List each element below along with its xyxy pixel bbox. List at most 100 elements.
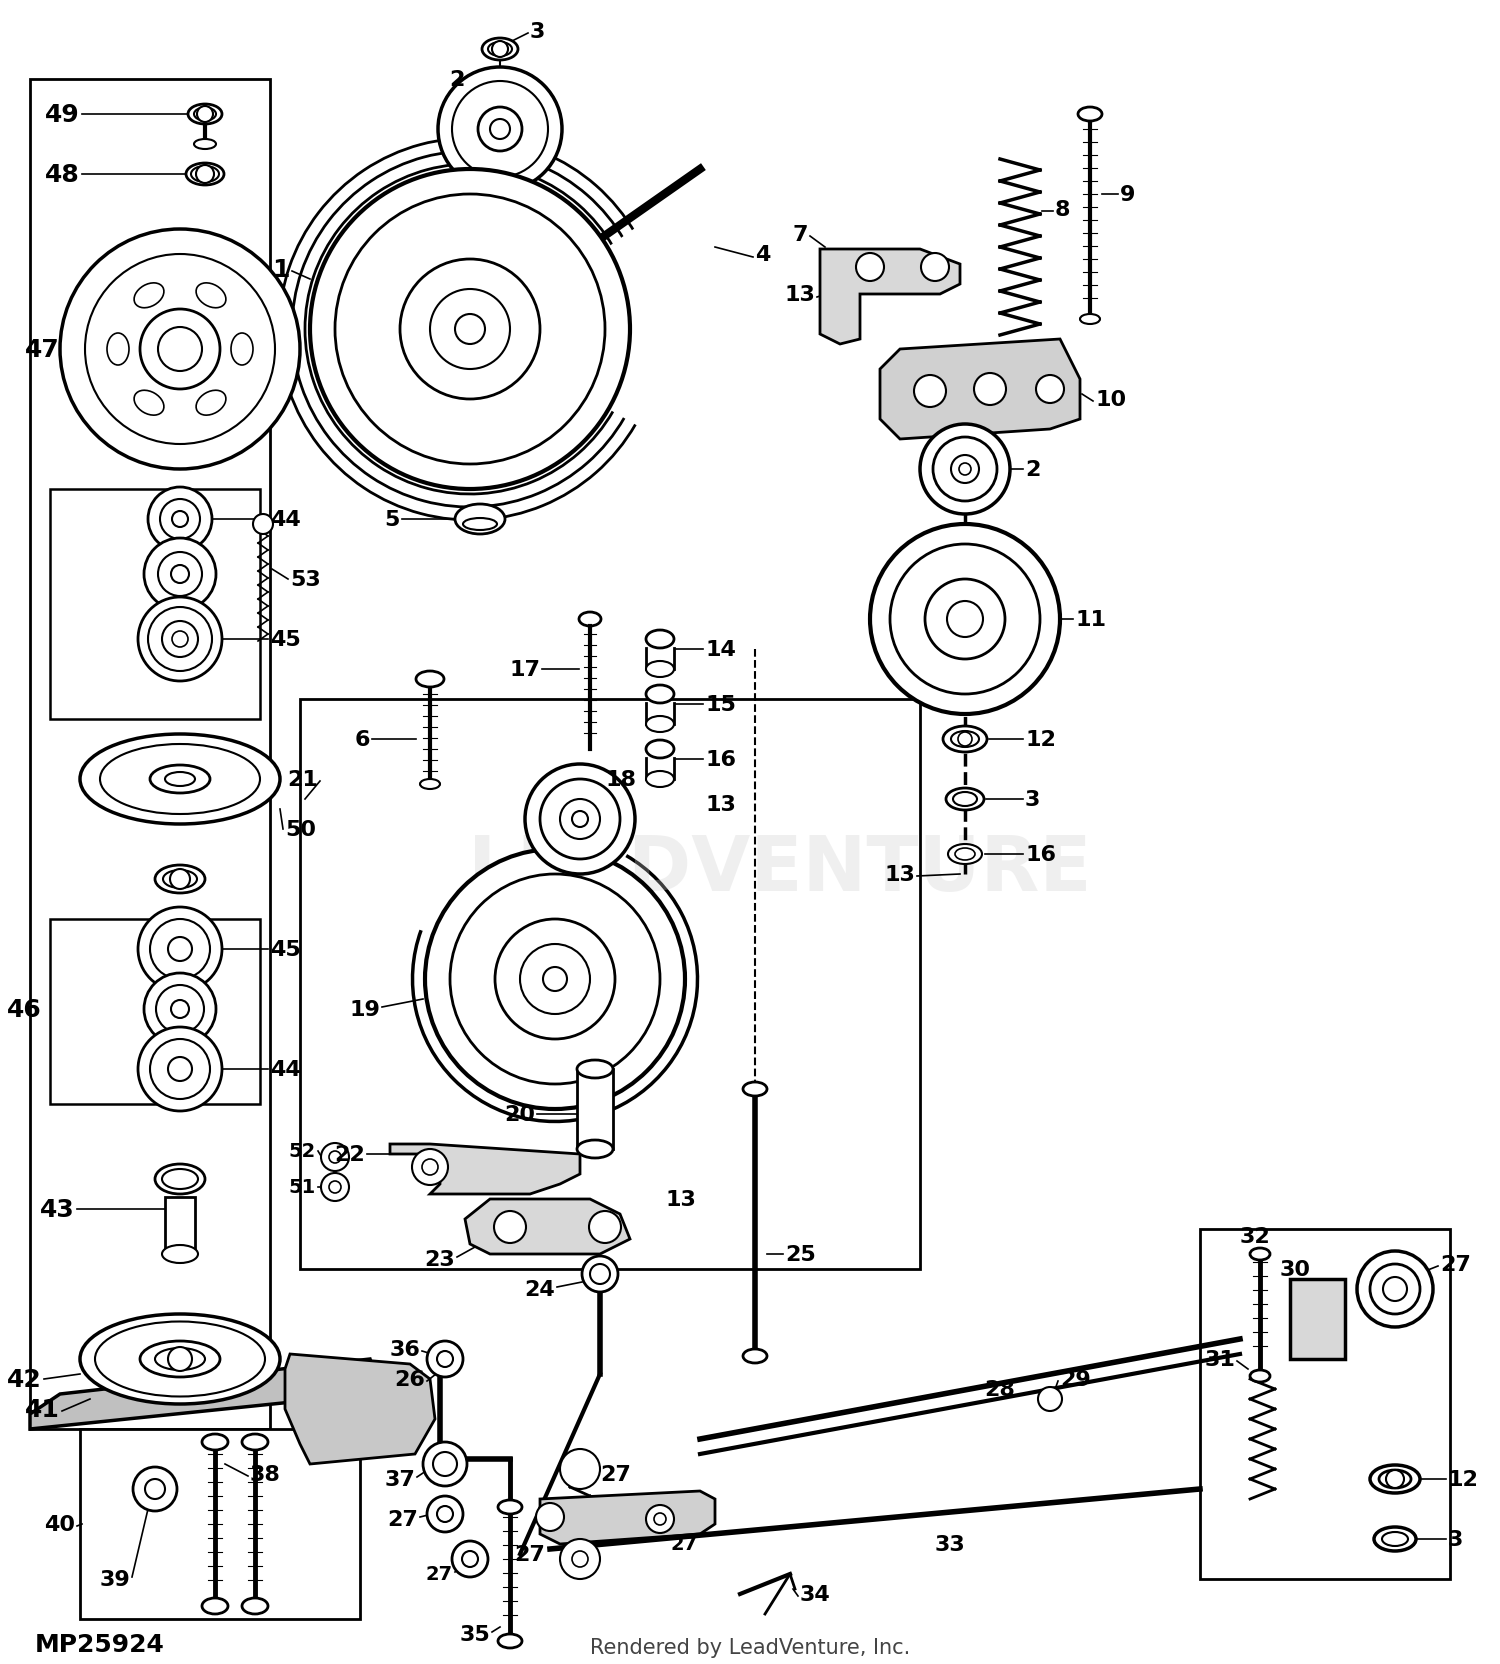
Bar: [50, 489, 260, 719]
Text: 2: 2: [450, 70, 465, 90]
Circle shape: [870, 524, 1060, 714]
Ellipse shape: [94, 1321, 266, 1396]
Circle shape: [423, 1443, 466, 1486]
Text: 2: 2: [1024, 459, 1041, 479]
Text: 23: 23: [424, 1250, 454, 1270]
Circle shape: [572, 1551, 588, 1567]
Text: 21: 21: [286, 769, 318, 789]
Circle shape: [430, 290, 510, 369]
Ellipse shape: [1250, 1369, 1270, 1383]
Circle shape: [162, 622, 198, 657]
Ellipse shape: [150, 765, 210, 794]
Circle shape: [134, 1468, 177, 1511]
Ellipse shape: [194, 108, 216, 121]
Text: 44: 44: [270, 509, 300, 529]
Circle shape: [452, 1541, 488, 1577]
Polygon shape: [880, 339, 1080, 439]
Circle shape: [138, 1027, 222, 1112]
Ellipse shape: [106, 334, 129, 366]
Ellipse shape: [186, 163, 224, 186]
Ellipse shape: [578, 1140, 614, 1158]
Ellipse shape: [944, 727, 987, 752]
Ellipse shape: [1370, 1464, 1420, 1493]
Ellipse shape: [162, 1245, 198, 1263]
Circle shape: [914, 376, 946, 408]
Text: 16: 16: [705, 749, 736, 769]
Ellipse shape: [454, 504, 506, 534]
Ellipse shape: [242, 1597, 268, 1614]
Ellipse shape: [948, 845, 982, 865]
Circle shape: [436, 1351, 453, 1368]
Circle shape: [921, 255, 950, 281]
Circle shape: [572, 812, 588, 827]
Circle shape: [310, 170, 630, 489]
Circle shape: [158, 328, 203, 371]
Ellipse shape: [165, 772, 195, 787]
Text: 29: 29: [1060, 1369, 1090, 1389]
Text: 27: 27: [514, 1544, 546, 1564]
Text: 16: 16: [1024, 845, 1056, 865]
Text: 14: 14: [705, 639, 736, 659]
Ellipse shape: [80, 1315, 280, 1404]
Text: 49: 49: [45, 103, 80, 126]
Circle shape: [422, 1160, 438, 1175]
Circle shape: [413, 1150, 448, 1185]
Circle shape: [525, 764, 634, 875]
Ellipse shape: [1250, 1248, 1270, 1260]
Bar: [300, 699, 920, 1270]
Text: 39: 39: [99, 1569, 130, 1589]
Text: 18: 18: [604, 769, 636, 789]
Circle shape: [520, 945, 590, 1015]
Ellipse shape: [164, 870, 196, 889]
Circle shape: [958, 732, 972, 747]
Polygon shape: [285, 1354, 435, 1464]
Text: 45: 45: [270, 940, 300, 960]
Bar: [30, 80, 270, 1429]
Circle shape: [543, 967, 567, 992]
Text: 47: 47: [26, 338, 60, 361]
Circle shape: [590, 1211, 621, 1243]
Ellipse shape: [80, 734, 280, 824]
Ellipse shape: [579, 612, 602, 627]
Circle shape: [321, 1143, 350, 1171]
Circle shape: [560, 799, 600, 840]
Text: 13: 13: [705, 794, 736, 814]
Circle shape: [328, 1181, 340, 1193]
Text: 27: 27: [1440, 1255, 1472, 1275]
Circle shape: [254, 514, 273, 534]
Text: 17: 17: [509, 659, 540, 679]
Circle shape: [492, 42, 508, 58]
Circle shape: [560, 1539, 600, 1579]
Ellipse shape: [1080, 314, 1100, 324]
Circle shape: [478, 108, 522, 151]
Ellipse shape: [134, 391, 164, 416]
Bar: [578, 1070, 614, 1150]
Ellipse shape: [420, 779, 440, 789]
Circle shape: [436, 1506, 453, 1523]
Ellipse shape: [190, 166, 219, 183]
Text: 12: 12: [1024, 729, 1056, 749]
Text: 48: 48: [45, 163, 80, 186]
Polygon shape: [821, 250, 960, 344]
Text: 10: 10: [1095, 389, 1126, 409]
Ellipse shape: [1382, 1533, 1408, 1546]
Polygon shape: [30, 1359, 375, 1429]
Circle shape: [148, 607, 211, 672]
Text: 3: 3: [530, 22, 546, 42]
Text: 5: 5: [384, 509, 400, 529]
Text: 52: 52: [288, 1142, 316, 1161]
Ellipse shape: [194, 140, 216, 150]
Ellipse shape: [140, 1341, 220, 1378]
Text: 13: 13: [664, 1190, 696, 1210]
Circle shape: [146, 1479, 165, 1499]
Ellipse shape: [464, 519, 496, 531]
Ellipse shape: [1378, 1469, 1411, 1488]
Circle shape: [138, 597, 222, 682]
Circle shape: [168, 937, 192, 962]
Circle shape: [582, 1256, 618, 1293]
Ellipse shape: [196, 391, 226, 416]
Ellipse shape: [646, 717, 674, 732]
Ellipse shape: [100, 744, 260, 814]
Ellipse shape: [202, 1434, 228, 1449]
Ellipse shape: [1374, 1528, 1416, 1551]
